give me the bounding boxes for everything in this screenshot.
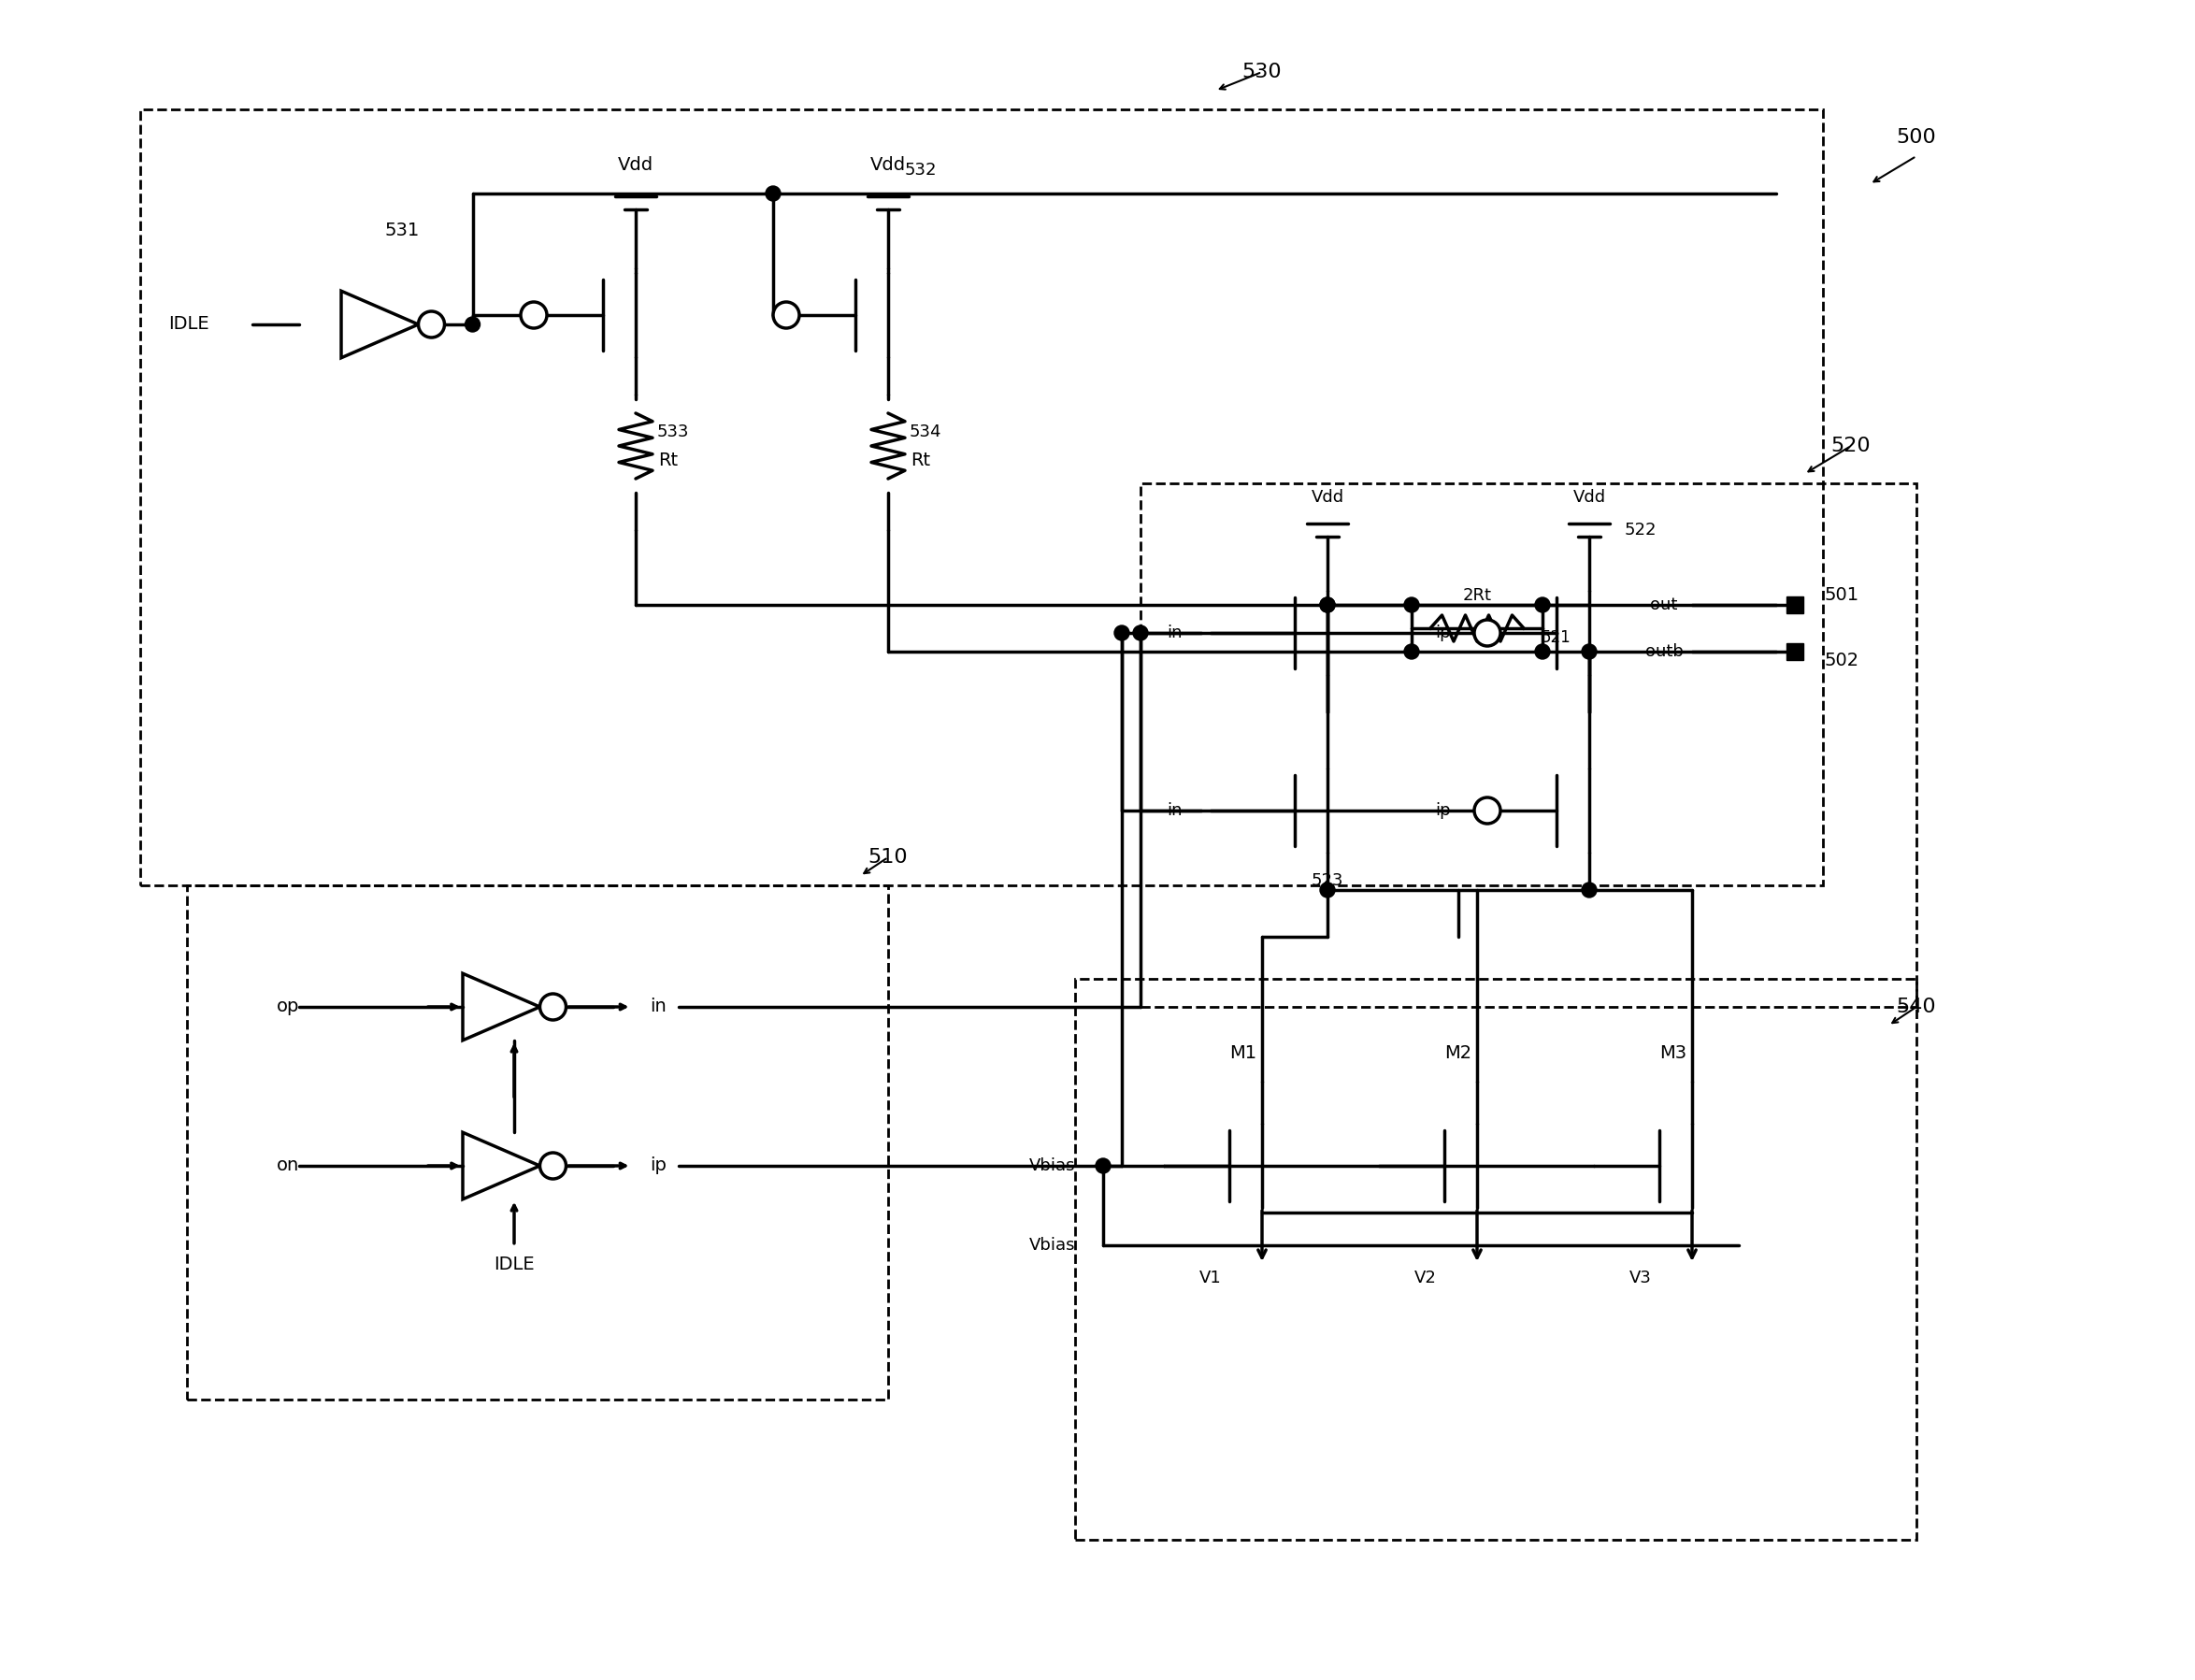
Bar <box>1787 596 1804 613</box>
Circle shape <box>1583 643 1596 659</box>
Text: M3: M3 <box>1659 1045 1688 1062</box>
Circle shape <box>1475 798 1501 823</box>
Circle shape <box>1133 625 1148 640</box>
Circle shape <box>520 302 547 328</box>
Circle shape <box>1534 643 1550 659</box>
Text: Vdd: Vdd <box>1310 489 1343 506</box>
Text: 522: 522 <box>1624 522 1657 539</box>
Text: 531: 531 <box>384 222 419 240</box>
Circle shape <box>540 1152 566 1179</box>
Text: op: op <box>277 998 299 1016</box>
Text: 500: 500 <box>1896 128 1936 146</box>
Circle shape <box>540 995 566 1020</box>
Text: 523: 523 <box>1310 872 1343 889</box>
Circle shape <box>1534 598 1550 612</box>
Text: in: in <box>1168 801 1183 818</box>
Text: out: out <box>1651 596 1677 613</box>
Text: in: in <box>650 998 667 1016</box>
Circle shape <box>1319 598 1335 612</box>
Text: 502: 502 <box>1824 652 1859 670</box>
Text: M2: M2 <box>1444 1045 1473 1062</box>
Text: Vdd: Vdd <box>1574 489 1607 506</box>
Bar <box>1787 643 1804 660</box>
Text: ip: ip <box>650 1158 667 1174</box>
Circle shape <box>1115 625 1128 640</box>
Circle shape <box>1583 882 1596 897</box>
Text: 520: 520 <box>1831 437 1870 455</box>
Text: V1: V1 <box>1198 1270 1223 1287</box>
Text: V2: V2 <box>1414 1270 1438 1287</box>
Circle shape <box>766 186 781 202</box>
Text: 521: 521 <box>1541 630 1572 647</box>
Text: ip: ip <box>1436 801 1451 818</box>
Text: M1: M1 <box>1229 1045 1258 1062</box>
Text: 533: 533 <box>656 423 689 440</box>
Text: ip: ip <box>1436 625 1451 642</box>
Circle shape <box>773 302 799 328</box>
Text: 540: 540 <box>1896 998 1936 1016</box>
Circle shape <box>465 318 481 333</box>
Circle shape <box>1319 882 1335 897</box>
Circle shape <box>419 311 446 338</box>
Text: outb: outb <box>1644 643 1684 660</box>
Circle shape <box>1405 643 1420 659</box>
Text: 534: 534 <box>909 423 942 440</box>
Text: IDLE: IDLE <box>494 1255 536 1273</box>
Circle shape <box>1095 1158 1111 1173</box>
Circle shape <box>1319 598 1335 612</box>
Text: Vbias: Vbias <box>1029 1236 1076 1253</box>
Circle shape <box>1475 620 1501 647</box>
Text: Rt: Rt <box>658 452 678 469</box>
Text: on: on <box>277 1158 299 1174</box>
Text: Rt: Rt <box>911 452 931 469</box>
Text: in: in <box>1168 625 1183 642</box>
Text: 501: 501 <box>1824 586 1859 605</box>
Circle shape <box>1405 598 1420 612</box>
Text: 510: 510 <box>869 848 909 867</box>
Text: 2Rt: 2Rt <box>1462 586 1493 603</box>
Text: Vdd: Vdd <box>869 156 907 175</box>
Text: IDLE: IDLE <box>169 316 209 333</box>
Text: Vdd: Vdd <box>617 156 654 175</box>
Text: V3: V3 <box>1629 1270 1653 1287</box>
Text: 530: 530 <box>1242 62 1282 81</box>
Text: 532: 532 <box>904 161 937 178</box>
Text: Vbias: Vbias <box>1029 1158 1076 1174</box>
